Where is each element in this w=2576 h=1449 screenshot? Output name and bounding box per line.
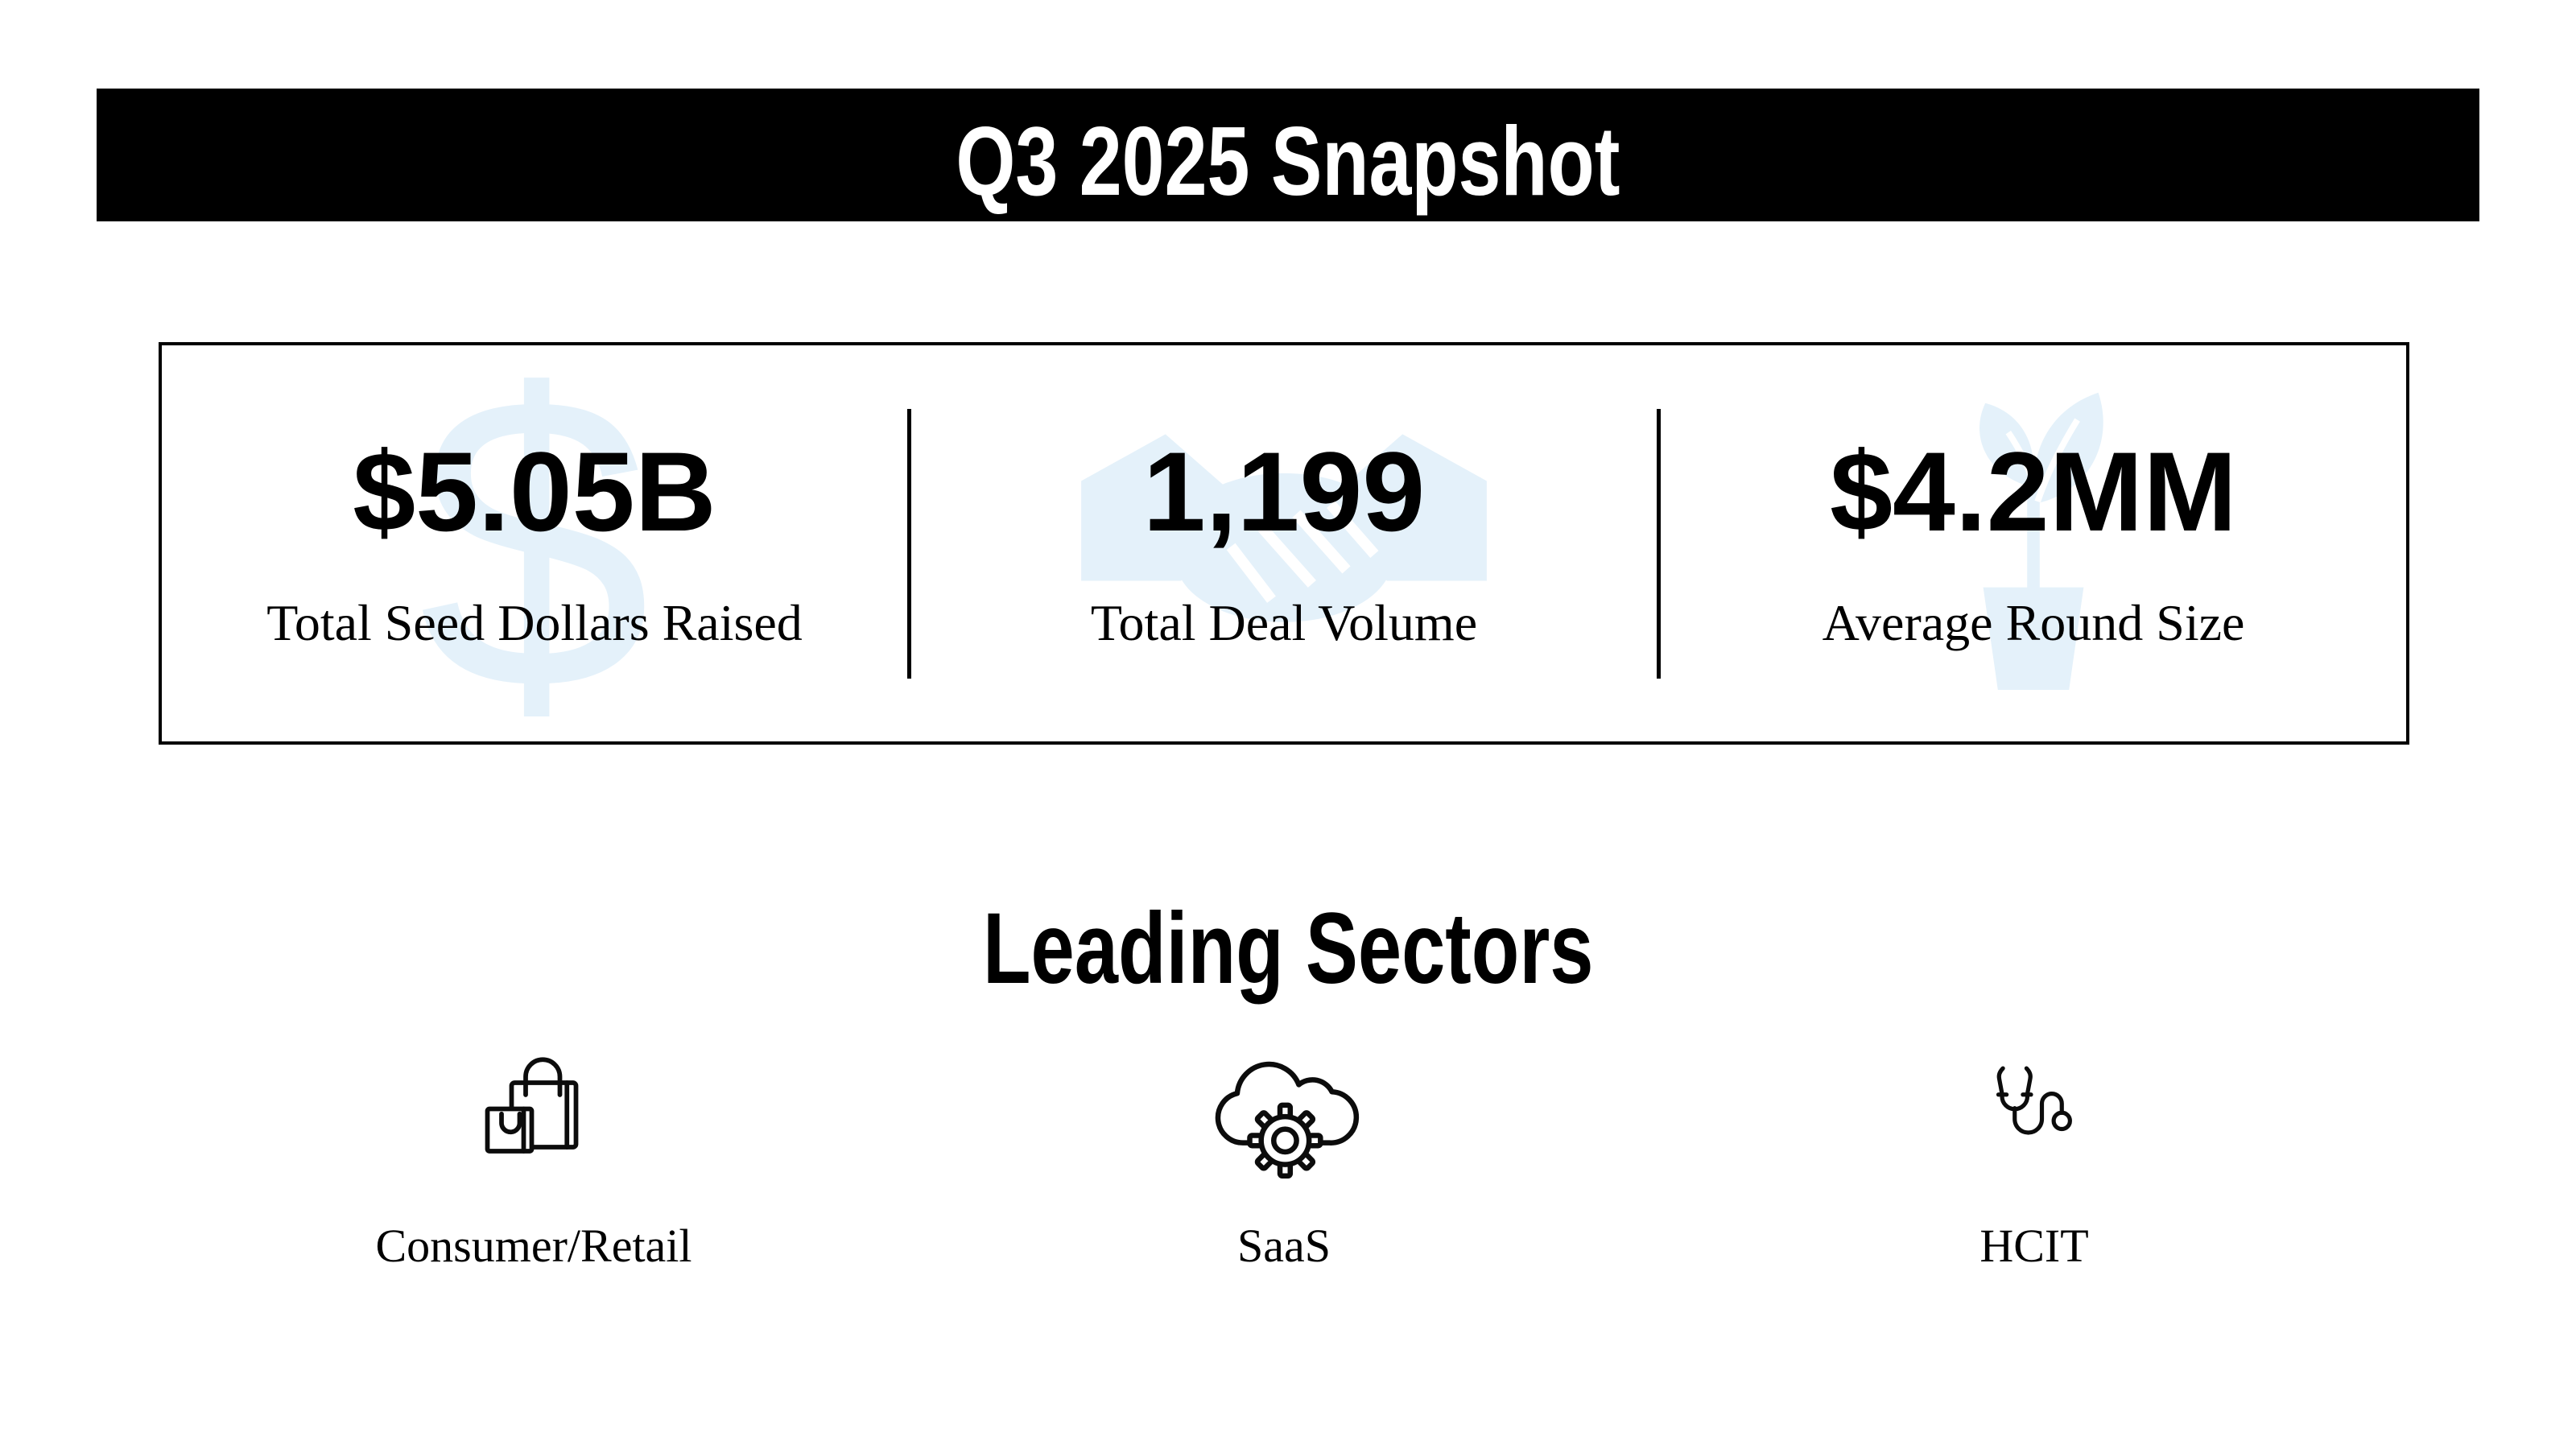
- stat-label: Average Round Size: [1822, 593, 2245, 651]
- cloud-gear-icon: [1203, 1034, 1364, 1187]
- stat-label: Total Deal Volume: [1090, 593, 1478, 651]
- leading-sectors-title: Leading Sectors: [982, 893, 1594, 1005]
- stat-value: $4.2MM: [1830, 427, 2237, 555]
- vertical-divider: [1657, 408, 1661, 679]
- stat-total-deal-volume: 1,199 Total Deal Volume: [911, 345, 1657, 741]
- sectors-row: Consumer/Retail: [159, 1034, 2409, 1274]
- stat-value: $5.05B: [353, 427, 716, 555]
- page-title: Q3 2025 Snapshot: [956, 105, 1620, 216]
- stethoscope-icon: [1980, 1034, 2089, 1187]
- stat-average-round-size: $4.2MM Average Round Size: [1661, 345, 2406, 741]
- stat-label: Total Seed Dollars Raised: [266, 593, 803, 651]
- stat-total-seed-dollars: $ $5.05B Total Seed Dollars Raised: [162, 334, 907, 753]
- sector-saas: SaaS: [909, 1034, 1659, 1274]
- sector-label: Consumer/Retail: [375, 1220, 692, 1272]
- vertical-divider: [907, 408, 911, 679]
- sector-label: HCIT: [1979, 1220, 2089, 1272]
- stats-summary-box: $ $5.05B Total Seed Dollars Raised 1,199…: [159, 334, 2409, 753]
- header-bar: Q3 2025 Snapshot: [97, 89, 2479, 221]
- stat-value: 1,199: [1142, 427, 1426, 555]
- sector-label: SaaS: [1237, 1220, 1331, 1272]
- sector-hcit: HCIT: [1659, 1034, 2409, 1274]
- sector-consumer-retail: Consumer/Retail: [159, 1034, 909, 1274]
- shopping-bags-icon: [473, 1034, 594, 1187]
